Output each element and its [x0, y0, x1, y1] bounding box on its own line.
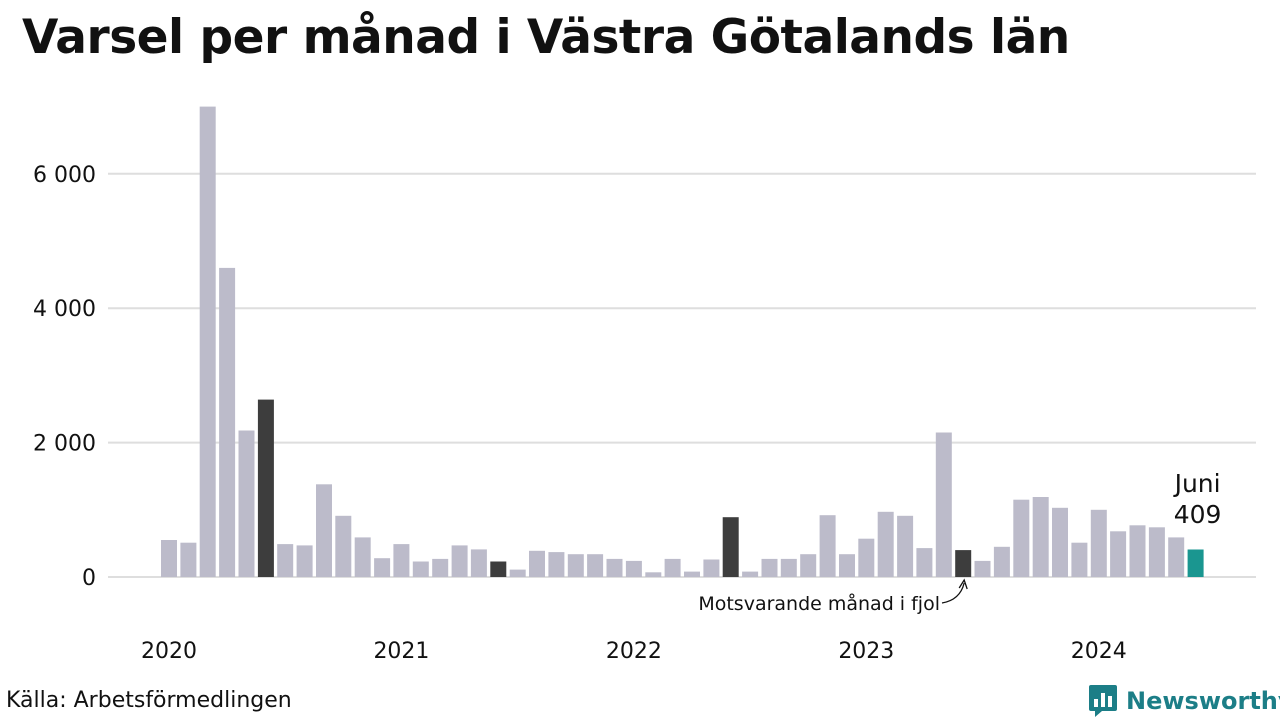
- x-tick-label-2022: 2022: [606, 639, 662, 664]
- bar-2021-06: [490, 561, 507, 577]
- bar-2020-10: [335, 515, 352, 577]
- bar-2021-04: [451, 545, 468, 577]
- bar-2020-04: [219, 267, 236, 577]
- bar-2021-05: [470, 549, 487, 577]
- previous-year-annotation: Motsvarande månad i fjol: [698, 592, 940, 615]
- bar-2023-10: [1032, 497, 1049, 577]
- y-tick-label: 4 000: [33, 297, 96, 322]
- chart-title: Varsel per månad i Västra Götalands län: [22, 10, 1070, 65]
- bar-2022-09: [780, 558, 797, 577]
- bar-2022-02: [645, 572, 662, 577]
- bar-2020-02: [180, 542, 197, 577]
- bar-2021-12: [606, 558, 623, 577]
- bar-2021-10: [567, 554, 584, 577]
- gridlines: [108, 172, 1256, 578]
- newsworthy-logo-icon: [1089, 685, 1117, 717]
- bar-2020-11: [354, 537, 371, 577]
- bar-2021-03: [432, 558, 449, 577]
- bar-2020-09: [316, 484, 332, 577]
- bar-2023-03: [897, 515, 914, 577]
- bars: [161, 106, 1204, 577]
- x-tick-label-2020: 2020: [141, 639, 197, 664]
- bar-2022-04: [684, 571, 700, 577]
- y-tick-label: 6 000: [33, 163, 96, 188]
- x-tick-label-2021: 2021: [373, 639, 429, 664]
- bar-2024-03: [1129, 525, 1146, 577]
- bar-2022-01: [625, 560, 642, 577]
- bar-2024-04: [1148, 527, 1165, 577]
- bar-2024-06: [1187, 549, 1204, 577]
- bar-2022-11: [819, 515, 836, 577]
- bar-2024-05: [1168, 537, 1185, 577]
- bar-2022-12: [839, 554, 855, 577]
- bar-2020-12: [374, 558, 391, 577]
- bar-2021-01: [393, 544, 410, 577]
- bar-2023-11: [1052, 507, 1068, 577]
- bar-2024-02: [1110, 531, 1127, 577]
- bar-2021-08: [529, 550, 545, 577]
- bar-2022-08: [761, 558, 778, 577]
- bar-2020-07: [277, 544, 294, 577]
- source-label: Källa: Arbetsförmedlingen: [6, 688, 292, 713]
- bar-2022-10: [800, 554, 817, 577]
- bar-2021-07: [509, 569, 526, 577]
- bar-2023-05: [935, 432, 952, 577]
- bar-2024-01: [1090, 509, 1107, 577]
- bar-2021-09: [548, 552, 565, 577]
- annotation-arrow: [941, 582, 965, 604]
- bar-2022-05: [703, 559, 720, 577]
- current-month-value: 409: [1174, 500, 1222, 529]
- bar-2022-06: [722, 517, 739, 577]
- bar-2023-02: [877, 511, 894, 577]
- y-tick-label: 0: [82, 566, 96, 591]
- bar-2023-07: [974, 560, 991, 577]
- bar-2020-06: [257, 399, 274, 577]
- y-axis-ticks: 0 2 000 4 000 6 000: [33, 163, 96, 591]
- y-tick-label: 2 000: [33, 432, 96, 457]
- bar-2023-09: [1013, 499, 1030, 577]
- bar-2023-04: [916, 548, 933, 577]
- x-axis-year-labels: 2020 2021 2022 2023 2024: [141, 639, 1127, 664]
- bar-2020-05: [238, 430, 255, 577]
- bar-chart: 0 2 000 4 000 6 000 2020 2021 2022 2023 2024 Ju…: [33, 106, 1256, 664]
- brand-name: Newsworthy: [1126, 687, 1280, 715]
- bar-2023-06: [955, 550, 972, 577]
- bar-2022-07: [742, 571, 759, 577]
- bar-2020-08: [296, 545, 313, 577]
- bar-2020-03: [199, 106, 216, 577]
- annotation-arrowhead: [958, 578, 968, 590]
- bar-2023-12: [1071, 542, 1088, 577]
- x-tick-label-2023: 2023: [838, 639, 894, 664]
- bar-2022-03: [664, 558, 681, 577]
- current-month-label: Juni: [1173, 469, 1221, 498]
- bar-2021-11: [587, 554, 604, 577]
- newsworthy-brand: Newsworthy: [1088, 684, 1280, 718]
- bar-2020-01: [161, 540, 177, 577]
- bar-2023-08: [993, 546, 1010, 577]
- x-tick-label-2024: 2024: [1071, 639, 1127, 664]
- bar-2023-01: [858, 538, 875, 577]
- bar-2021-02: [412, 561, 429, 577]
